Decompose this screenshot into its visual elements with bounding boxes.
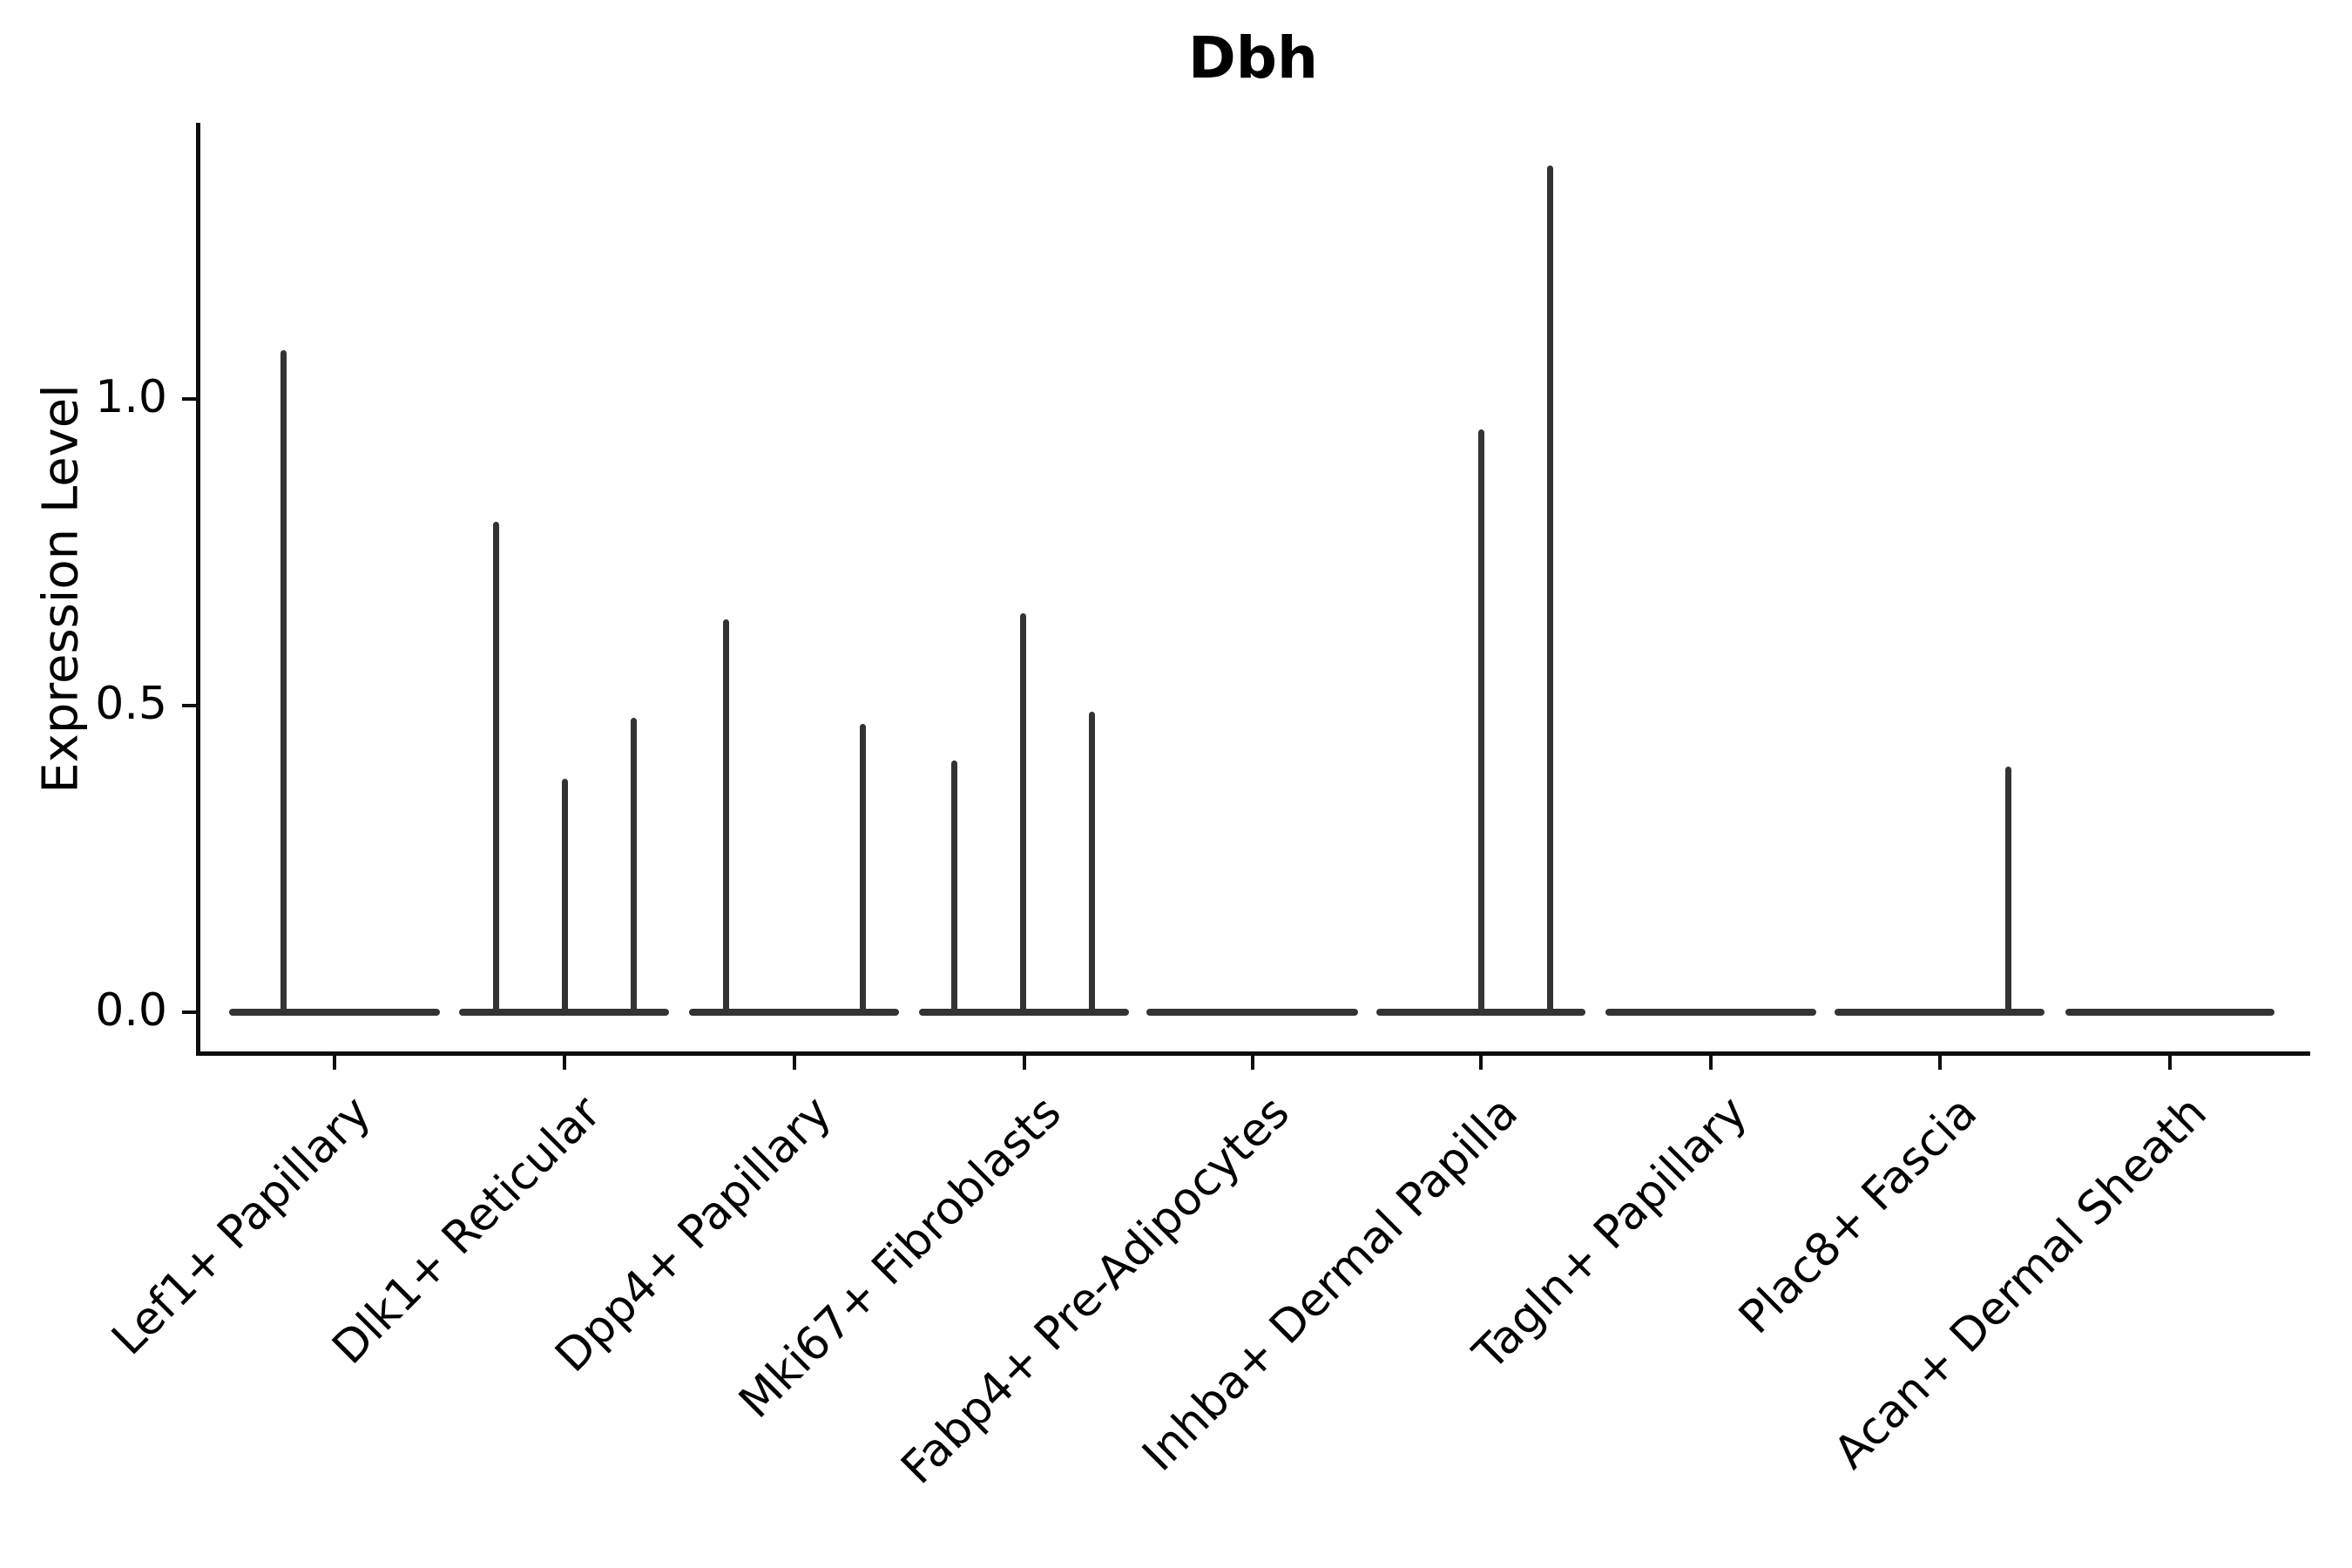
violin-spike bbox=[562, 779, 568, 1016]
violin-spike bbox=[723, 619, 729, 1016]
violin-spike bbox=[493, 521, 499, 1016]
x-tick-label-8: Plac8+ Fascia bbox=[1728, 1086, 1987, 1345]
x-tick-label-6: Inhba+ Dermal Papilla bbox=[1132, 1086, 1528, 1482]
x-axis-spine bbox=[196, 1051, 2310, 1056]
y-tick-label: 0.5 bbox=[95, 677, 167, 730]
violin-body bbox=[2065, 1009, 2274, 1016]
violin-spike bbox=[1547, 166, 1553, 1016]
y-tick-label: 1.0 bbox=[95, 370, 167, 423]
violin-spike bbox=[1089, 712, 1095, 1016]
x-tick-label-9: Acan+ Dermal Sheath bbox=[1823, 1086, 2217, 1479]
violin-spike bbox=[280, 349, 287, 1016]
y-tick-mark bbox=[182, 397, 196, 401]
plot-title: Dbh bbox=[1187, 24, 1318, 91]
x-tick-mark bbox=[563, 1056, 566, 1070]
x-tick-mark bbox=[1251, 1056, 1254, 1070]
violin-spike bbox=[860, 724, 866, 1016]
violin-body bbox=[1146, 1009, 1358, 1016]
violin-body bbox=[229, 1009, 440, 1016]
x-tick-mark bbox=[1479, 1056, 1483, 1070]
violin-spike bbox=[1020, 613, 1026, 1016]
violin-body bbox=[1605, 1009, 1816, 1016]
violin-body bbox=[1835, 1009, 2044, 1016]
x-tick-mark bbox=[2168, 1056, 2172, 1070]
y-axis-label: Expression Level bbox=[32, 384, 90, 794]
violin-spike bbox=[631, 718, 637, 1016]
y-tick-mark bbox=[182, 704, 196, 707]
violin-spike bbox=[951, 760, 957, 1016]
violin-body bbox=[689, 1009, 899, 1016]
x-tick-label-5: Fabp4+ Pre-Adipocytes bbox=[891, 1086, 1300, 1495]
y-tick-label: 0.0 bbox=[95, 983, 167, 1037]
x-tick-mark bbox=[793, 1056, 796, 1070]
x-tick-mark bbox=[333, 1056, 336, 1070]
violin-spike bbox=[1478, 429, 1484, 1016]
x-tick-mark bbox=[1938, 1056, 1942, 1070]
x-tick-mark bbox=[1023, 1056, 1026, 1070]
violin-spike bbox=[2005, 767, 2011, 1016]
x-tick-mark bbox=[1709, 1056, 1713, 1070]
y-axis-spine bbox=[196, 123, 200, 1056]
y-tick-mark bbox=[182, 1010, 196, 1014]
